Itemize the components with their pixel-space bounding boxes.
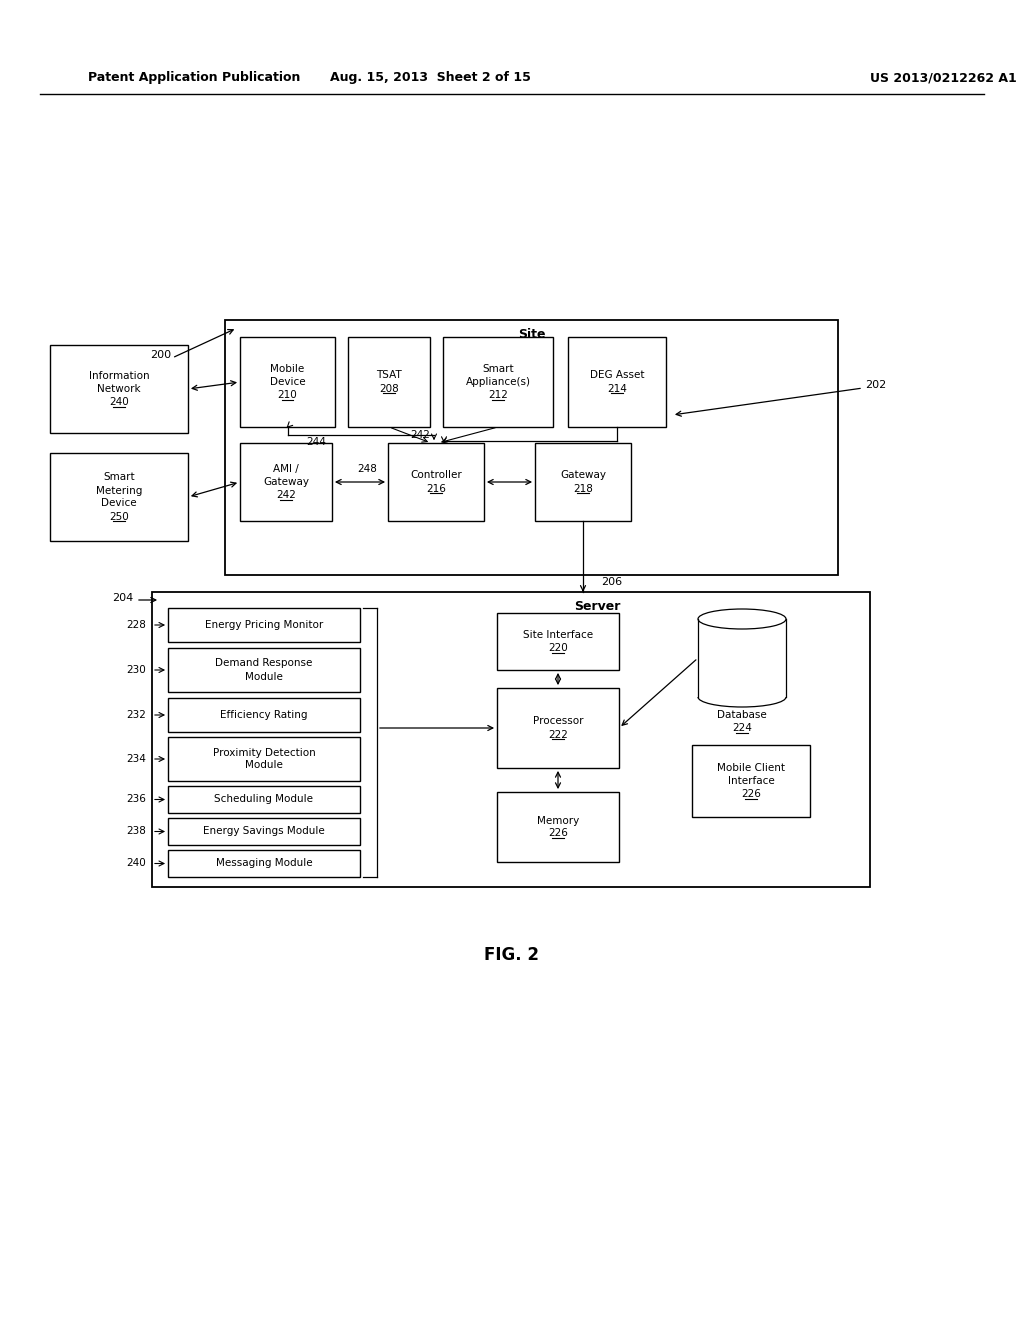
Text: Device: Device bbox=[269, 378, 305, 387]
Bar bbox=[535, 444, 631, 521]
Text: 218: 218 bbox=[573, 483, 593, 494]
Bar bbox=[50, 453, 188, 541]
Text: 244: 244 bbox=[306, 437, 326, 447]
Text: Scheduling Module: Scheduling Module bbox=[214, 795, 313, 804]
Text: Mobile: Mobile bbox=[270, 364, 304, 374]
Text: 250: 250 bbox=[110, 511, 129, 521]
Text: 232: 232 bbox=[126, 710, 146, 719]
Text: FIG. 2: FIG. 2 bbox=[484, 946, 540, 964]
Text: Efficiency Rating: Efficiency Rating bbox=[220, 710, 308, 719]
Ellipse shape bbox=[698, 609, 786, 630]
Text: 228: 228 bbox=[126, 620, 146, 630]
Text: Processor: Processor bbox=[532, 717, 584, 726]
Bar bbox=[50, 345, 188, 433]
Bar bbox=[497, 612, 618, 671]
Text: 202: 202 bbox=[865, 380, 886, 389]
Text: Aug. 15, 2013  Sheet 2 of 15: Aug. 15, 2013 Sheet 2 of 15 bbox=[330, 71, 530, 84]
Bar bbox=[168, 850, 360, 876]
Text: Interface: Interface bbox=[728, 776, 774, 785]
Bar bbox=[497, 792, 618, 862]
Text: Controller: Controller bbox=[411, 470, 462, 480]
Text: Patent Application Publication: Patent Application Publication bbox=[88, 71, 300, 84]
Text: Smart: Smart bbox=[103, 473, 135, 483]
Text: Gateway: Gateway bbox=[263, 477, 309, 487]
Text: 222: 222 bbox=[548, 730, 568, 739]
Bar bbox=[168, 698, 360, 733]
Text: 226: 226 bbox=[548, 829, 568, 838]
Text: Appliance(s): Appliance(s) bbox=[466, 378, 530, 387]
Bar bbox=[348, 337, 430, 426]
Text: 208: 208 bbox=[379, 384, 399, 393]
Bar bbox=[497, 688, 618, 768]
Text: 226: 226 bbox=[741, 789, 761, 799]
Text: Site: Site bbox=[518, 327, 545, 341]
Text: 240: 240 bbox=[126, 858, 146, 869]
Text: Energy Pricing Monitor: Energy Pricing Monitor bbox=[205, 620, 324, 630]
Text: 248: 248 bbox=[357, 465, 377, 474]
Text: Smart: Smart bbox=[482, 364, 514, 374]
Text: Module: Module bbox=[245, 760, 283, 771]
Bar bbox=[168, 609, 360, 642]
Bar bbox=[152, 591, 870, 887]
Text: US 2013/0212262 A1: US 2013/0212262 A1 bbox=[870, 71, 1017, 84]
Text: 230: 230 bbox=[126, 665, 146, 675]
Text: Network: Network bbox=[97, 384, 141, 393]
Text: 220: 220 bbox=[548, 643, 568, 653]
Text: 234: 234 bbox=[126, 754, 146, 764]
Text: Messaging Module: Messaging Module bbox=[216, 858, 312, 869]
Bar bbox=[240, 444, 332, 521]
Text: Demand Response: Demand Response bbox=[215, 659, 312, 668]
Text: AMI /: AMI / bbox=[273, 465, 299, 474]
Text: 212: 212 bbox=[488, 389, 508, 400]
Bar bbox=[168, 818, 360, 845]
Text: Gateway: Gateway bbox=[560, 470, 606, 480]
Bar bbox=[225, 319, 838, 576]
Text: Module: Module bbox=[245, 672, 283, 681]
Text: Server: Server bbox=[574, 599, 621, 612]
Text: 214: 214 bbox=[607, 384, 627, 393]
Bar bbox=[240, 337, 335, 426]
Text: 206: 206 bbox=[601, 577, 623, 587]
Text: Energy Savings Module: Energy Savings Module bbox=[203, 826, 325, 837]
Text: Proximity Detection: Proximity Detection bbox=[213, 747, 315, 758]
Text: 242: 242 bbox=[276, 490, 296, 500]
Text: 236: 236 bbox=[126, 795, 146, 804]
Bar bbox=[443, 337, 553, 426]
Text: 210: 210 bbox=[278, 389, 297, 400]
Bar bbox=[168, 648, 360, 692]
Text: Device: Device bbox=[101, 499, 137, 508]
Bar bbox=[568, 337, 666, 426]
Text: Information: Information bbox=[89, 371, 150, 381]
Text: Memory: Memory bbox=[537, 816, 580, 825]
Text: Metering: Metering bbox=[96, 486, 142, 495]
Text: 216: 216 bbox=[426, 483, 445, 494]
Bar bbox=[168, 785, 360, 813]
Text: Database: Database bbox=[717, 710, 767, 719]
Text: 200: 200 bbox=[150, 350, 171, 360]
Text: 240: 240 bbox=[110, 397, 129, 407]
Bar bbox=[388, 444, 484, 521]
Text: TSAT: TSAT bbox=[376, 371, 401, 380]
Text: 238: 238 bbox=[126, 826, 146, 837]
Text: 224: 224 bbox=[732, 723, 752, 733]
Text: DEG Asset: DEG Asset bbox=[590, 371, 644, 380]
Text: Site Interface: Site Interface bbox=[523, 630, 593, 640]
Text: 204: 204 bbox=[112, 593, 133, 603]
Bar bbox=[168, 737, 360, 781]
Bar bbox=[692, 744, 810, 817]
Text: 242: 242 bbox=[410, 430, 430, 440]
Text: Mobile Client: Mobile Client bbox=[717, 763, 785, 774]
